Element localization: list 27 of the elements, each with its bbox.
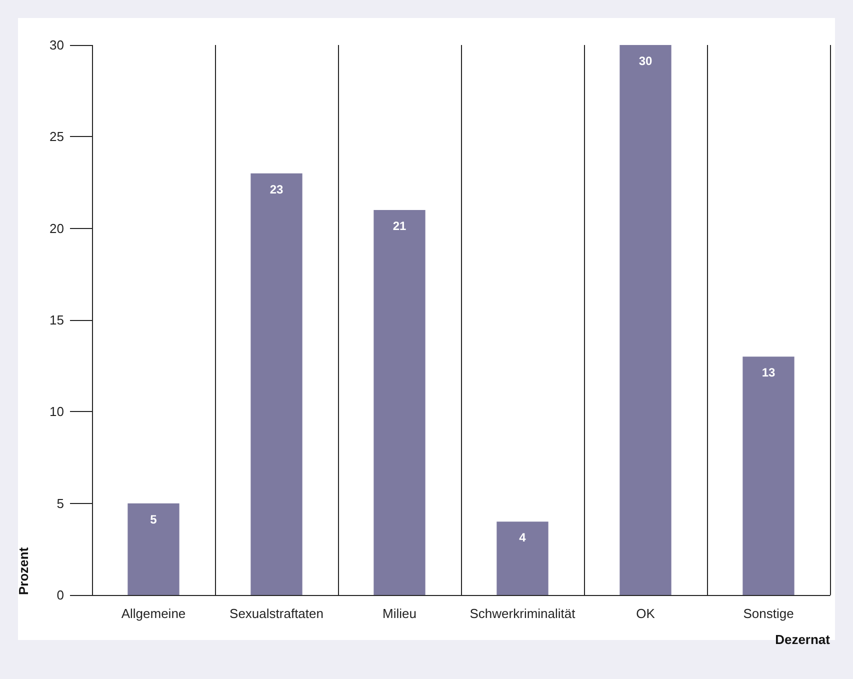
y-tick-label: 10 — [50, 404, 64, 420]
x-tick-label: OK — [636, 606, 656, 621]
data-label: 23 — [270, 182, 284, 196]
data-label: 5 — [150, 512, 158, 526]
x-tick-label: Allgemeine — [121, 606, 186, 621]
x-tick-label: Schwerkriminalität — [470, 606, 576, 621]
y-tick-label: 0 — [56, 588, 64, 602]
data-label: 21 — [392, 219, 406, 233]
bar — [620, 45, 672, 595]
data-label: 13 — [762, 366, 776, 380]
bar — [742, 356, 794, 595]
y-axis-title: Prozent — [16, 546, 31, 595]
x-tick-label: Milieu — [382, 606, 416, 621]
bar — [250, 173, 302, 595]
y-tick-label: 20 — [50, 220, 64, 236]
x-tick-label: Sexualstraftaten — [230, 606, 324, 621]
bar — [128, 503, 180, 595]
bar — [496, 522, 548, 595]
data-label: 30 — [638, 54, 652, 68]
y-tick-label: 5 — [56, 496, 64, 511]
y-tick-label: 30 — [50, 38, 64, 52]
x-tick-label: Sonstige — [743, 606, 794, 621]
y-tick-label: 15 — [50, 312, 64, 328]
y-tick-label: 25 — [50, 129, 64, 144]
x-axis-title: Dezernat — [775, 632, 831, 647]
data-label: 4 — [519, 530, 526, 545]
bar — [374, 210, 426, 595]
